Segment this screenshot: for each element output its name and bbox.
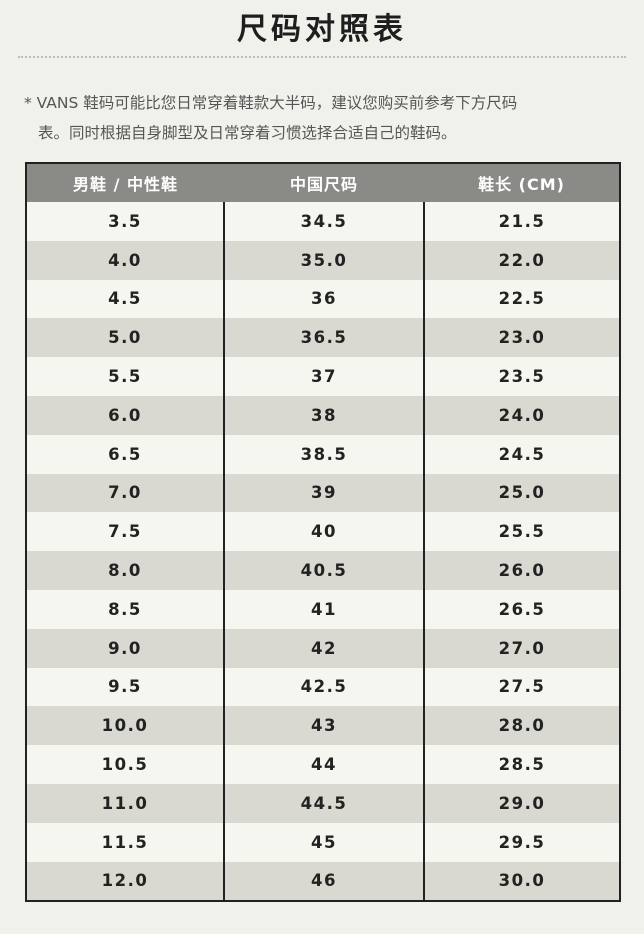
cell-cn-size: 38 [223, 395, 425, 435]
table-row: 7.0 39 25.0 [25, 473, 621, 513]
cell-us-size: 9.5 [25, 667, 225, 707]
table-row: 7.5 40 25.5 [25, 512, 621, 552]
cell-cn-size: 39 [223, 473, 425, 513]
table-row: 8.5 41 26.5 [25, 589, 621, 629]
table-row: 4.0 35.0 22.0 [25, 240, 621, 280]
size-note: * VANS 鞋码可能比您日常穿着鞋款大半码，建议您购买前参考下方尺码 表。同时… [24, 88, 624, 148]
dotted-divider [18, 56, 626, 58]
table-row: 5.5 37 23.5 [25, 357, 621, 396]
cell-cn-size: 36 [223, 279, 425, 319]
cell-cn-size: 41 [223, 589, 425, 629]
cell-foot-length: 27.5 [423, 667, 621, 707]
table-row: 11.5 45 29.5 [25, 822, 621, 862]
table-row: 8.0 40.5 26.0 [25, 551, 621, 590]
size-note-line-2: 表。同时根据自身脚型及日常穿着习惯选择合适自己的鞋码。 [38, 124, 457, 142]
header-us-size: 男鞋 / 中性鞋 [26, 163, 224, 202]
cell-us-size: 10.5 [25, 745, 225, 784]
cell-foot-length: 29.0 [423, 783, 621, 823]
cell-us-size: 12.0 [25, 861, 225, 902]
cell-foot-length: 23.5 [423, 357, 621, 396]
cell-cn-size: 44 [223, 745, 425, 784]
table-row: 10.0 43 28.0 [25, 706, 621, 746]
cell-foot-length: 26.5 [423, 589, 621, 629]
size-note-line-1: * VANS 鞋码可能比您日常穿着鞋款大半码，建议您购买前参考下方尺码 [24, 94, 518, 112]
cell-foot-length: 25.0 [423, 473, 621, 513]
header-cn-size: 中国尺码 [224, 163, 424, 202]
cell-us-size: 8.0 [25, 551, 225, 590]
table-row: 6.0 38 24.0 [25, 395, 621, 435]
cell-cn-size: 45 [223, 822, 425, 862]
cell-foot-length: 29.5 [423, 822, 621, 862]
size-chart-table: 男鞋 / 中性鞋 中国尺码 鞋长 (CM) 3.5 34.5 21.5 4.0 35.0… [25, 162, 621, 903]
cell-cn-size: 42.5 [223, 667, 425, 707]
cell-us-size: 8.5 [25, 589, 225, 629]
cell-foot-length: 25.5 [423, 512, 621, 552]
table-row: 9.5 42.5 27.5 [25, 667, 621, 707]
cell-us-size: 4.5 [25, 279, 225, 319]
cell-cn-size: 34.5 [223, 202, 425, 241]
cell-foot-length: 21.5 [423, 202, 621, 241]
cell-foot-length: 24.0 [423, 395, 621, 435]
cell-foot-length: 22.0 [423, 240, 621, 280]
cell-cn-size: 35.0 [223, 240, 425, 280]
cell-us-size: 3.5 [25, 202, 225, 241]
cell-cn-size: 36.5 [223, 318, 425, 358]
cell-foot-length: 28.0 [423, 706, 621, 746]
header-foot-length: 鞋长 (CM) [424, 163, 620, 202]
cell-us-size: 10.0 [25, 706, 225, 746]
cell-cn-size: 40.5 [223, 551, 425, 590]
table-row: 10.5 44 28.5 [25, 745, 621, 784]
cell-us-size: 11.5 [25, 822, 225, 862]
cell-us-size: 7.0 [25, 473, 225, 513]
cell-foot-length: 26.0 [423, 551, 621, 590]
cell-us-size: 5.5 [25, 357, 225, 396]
cell-cn-size: 38.5 [223, 434, 425, 474]
cell-cn-size: 40 [223, 512, 425, 552]
cell-foot-length: 23.0 [423, 318, 621, 358]
cell-cn-size: 46 [223, 861, 425, 902]
cell-us-size: 5.0 [25, 318, 225, 358]
table-row: 11.0 44.5 29.0 [25, 783, 621, 823]
cell-cn-size: 44.5 [223, 783, 425, 823]
cell-us-size: 4.0 [25, 240, 225, 280]
table-row: 4.5 36 22.5 [25, 279, 621, 319]
cell-us-size: 6.5 [25, 434, 225, 474]
cell-us-size: 11.0 [25, 783, 225, 823]
cell-cn-size: 37 [223, 357, 425, 396]
table-row: 5.0 36.5 23.0 [25, 318, 621, 358]
page-title: 尺码对照表 [237, 12, 407, 47]
cell-foot-length: 28.5 [423, 745, 621, 784]
cell-foot-length: 27.0 [423, 628, 621, 668]
cell-foot-length: 24.5 [423, 434, 621, 474]
cell-us-size: 7.5 [25, 512, 225, 552]
table-row: 9.0 42 27.0 [25, 628, 621, 668]
table-row: 3.5 34.5 21.5 [25, 202, 621, 241]
cell-us-size: 6.0 [25, 395, 225, 435]
cell-cn-size: 43 [223, 706, 425, 746]
cell-foot-length: 22.5 [423, 279, 621, 319]
cell-us-size: 9.0 [25, 628, 225, 668]
cell-cn-size: 42 [223, 628, 425, 668]
table-body: 3.5 34.5 21.5 4.0 35.0 22.0 4.5 36 22.5 5.0 36.5 23… [25, 202, 621, 902]
table-row: 12.0 46 30.0 [25, 861, 621, 902]
table-header-row: 男鞋 / 中性鞋 中国尺码 鞋长 (CM) [26, 163, 620, 202]
table-row: 6.5 38.5 24.5 [25, 434, 621, 474]
cell-foot-length: 30.0 [423, 861, 621, 902]
